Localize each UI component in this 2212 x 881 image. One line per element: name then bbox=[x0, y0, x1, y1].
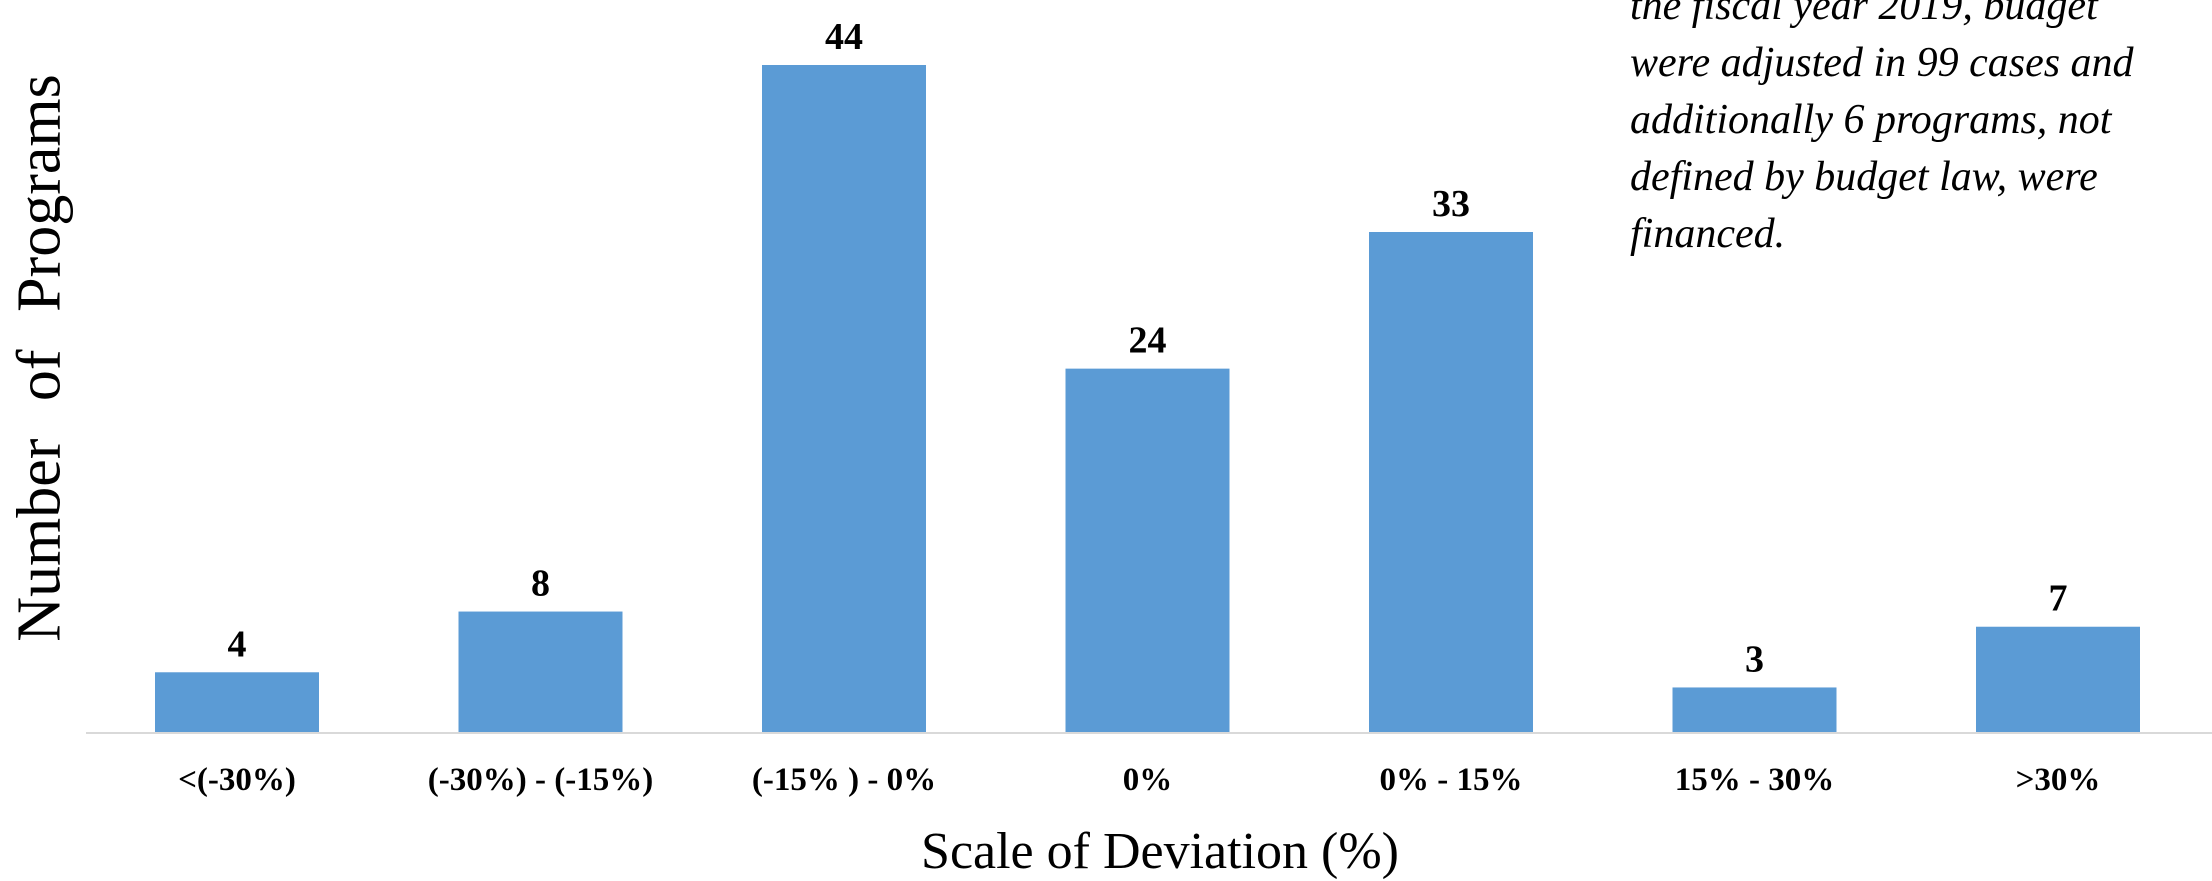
data-label: 7 bbox=[2049, 578, 2068, 620]
x-tick-label: (-15% ) - 0% bbox=[752, 762, 936, 798]
data-label: 44 bbox=[825, 16, 863, 58]
data-label: 3 bbox=[1745, 638, 1764, 680]
bars-group bbox=[155, 65, 2140, 733]
data-label: 33 bbox=[1432, 183, 1470, 225]
x-tick-label: 0% bbox=[1123, 762, 1173, 798]
bar bbox=[1672, 687, 1837, 733]
x-tick-label: (-30%) - (-15%) bbox=[428, 762, 653, 798]
x-tick-labels-group: <(-30%) (-30%) - (-15%) (-15% ) - 0% 0% 0% -… bbox=[178, 762, 2100, 798]
x-tick-label: >30% bbox=[2016, 762, 2101, 798]
bar bbox=[155, 672, 319, 733]
annotation-line: the fiscal year 2019, budget bbox=[1630, 0, 2098, 29]
bar bbox=[458, 611, 623, 733]
x-axis-label: Scale of Deviation (%) bbox=[921, 823, 1399, 880]
x-tick-label: <(-30%) bbox=[178, 762, 296, 798]
bar bbox=[1065, 368, 1230, 733]
x-tick-label: 15% - 30% bbox=[1675, 762, 1835, 798]
bar bbox=[1976, 626, 2140, 733]
annotation-line: financed. bbox=[1630, 211, 1786, 257]
annotation-line: additionally 6 programs, not bbox=[1630, 97, 2112, 143]
data-label: 4 bbox=[228, 623, 247, 665]
x-tick-label: 0% - 15% bbox=[1380, 762, 1523, 798]
annotation-line: were adjusted in 99 cases and bbox=[1630, 40, 2134, 86]
data-label: 8 bbox=[531, 563, 550, 605]
bar bbox=[1369, 232, 1533, 733]
data-label: 24 bbox=[1129, 320, 1167, 362]
annotation-text: the fiscal year 2019, budget were adjust… bbox=[1630, 0, 2212, 263]
bar bbox=[762, 65, 926, 733]
y-axis-label: Number of Programs bbox=[5, 74, 74, 642]
annotation-line: defined by budget law, were bbox=[1630, 154, 2098, 200]
